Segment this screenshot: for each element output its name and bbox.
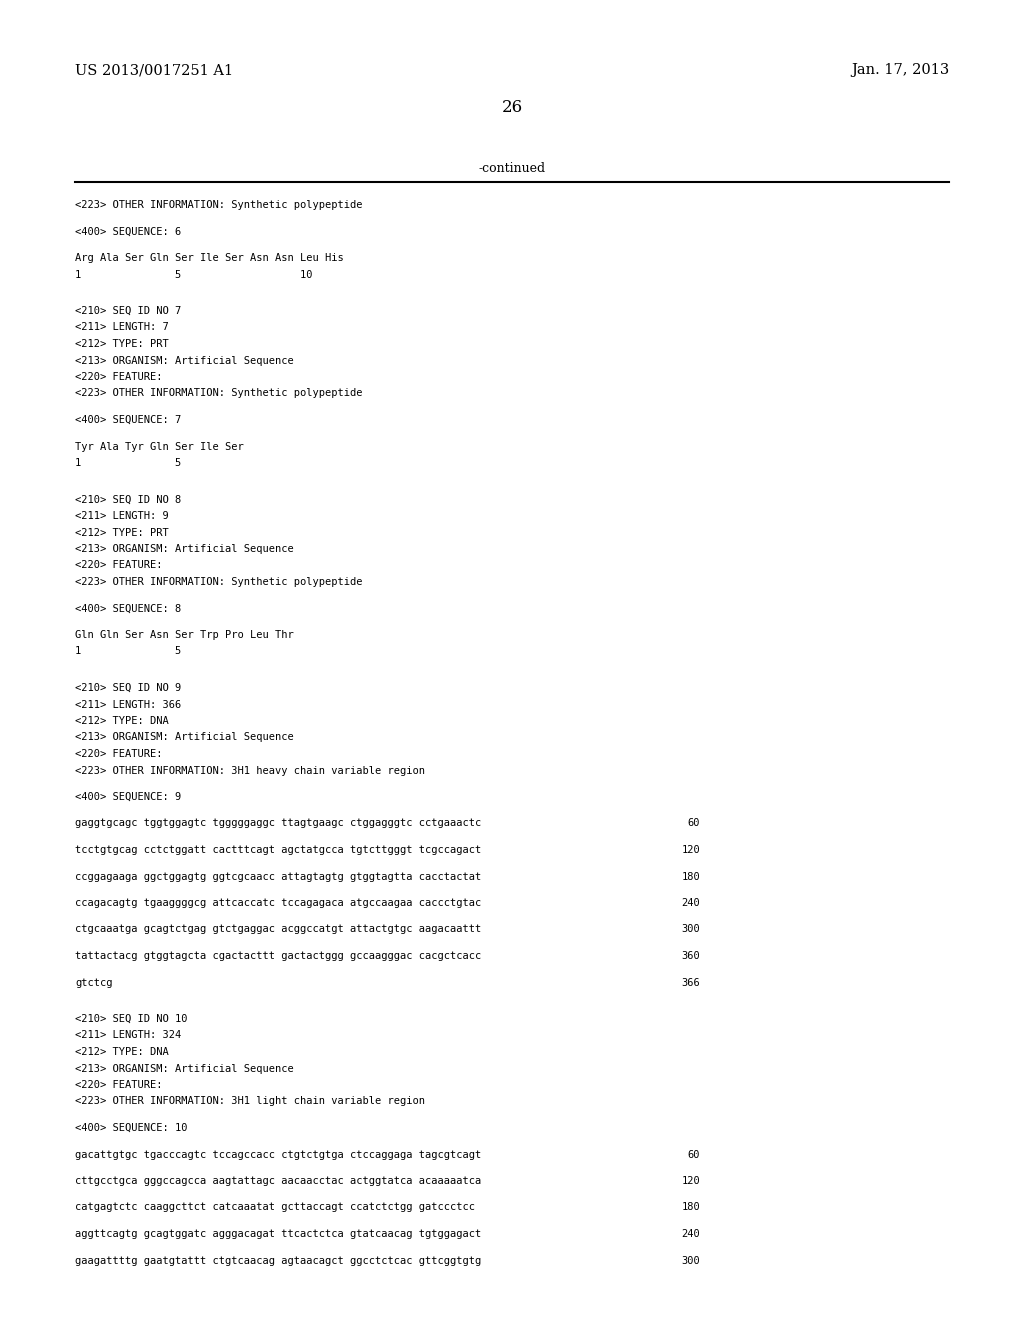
Text: <400> SEQUENCE: 7: <400> SEQUENCE: 7 (75, 414, 181, 425)
Text: 300: 300 (681, 924, 700, 935)
Text: <400> SEQUENCE: 8: <400> SEQUENCE: 8 (75, 603, 181, 614)
Text: <212> TYPE: PRT: <212> TYPE: PRT (75, 528, 169, 537)
Text: <213> ORGANISM: Artificial Sequence: <213> ORGANISM: Artificial Sequence (75, 355, 294, 366)
Text: <220> FEATURE:: <220> FEATURE: (75, 748, 163, 759)
Text: 120: 120 (681, 845, 700, 855)
Text: <220> FEATURE:: <220> FEATURE: (75, 1080, 163, 1090)
Text: Gln Gln Ser Asn Ser Trp Pro Leu Thr: Gln Gln Ser Asn Ser Trp Pro Leu Thr (75, 630, 294, 640)
Text: <400> SEQUENCE: 10: <400> SEQUENCE: 10 (75, 1123, 187, 1133)
Text: <211> LENGTH: 9: <211> LENGTH: 9 (75, 511, 169, 521)
Text: ccagacagtg tgaaggggcg attcaccatc tccagagaca atgccaagaa caccctgtac: ccagacagtg tgaaggggcg attcaccatc tccagag… (75, 898, 481, 908)
Text: 240: 240 (681, 898, 700, 908)
Text: 360: 360 (681, 950, 700, 961)
Text: <223> OTHER INFORMATION: Synthetic polypeptide: <223> OTHER INFORMATION: Synthetic polyp… (75, 388, 362, 399)
Text: ctgcaaatga gcagtctgag gtctgaggac acggccatgt attactgtgc aagacaattt: ctgcaaatga gcagtctgag gtctgaggac acggcca… (75, 924, 481, 935)
Text: 120: 120 (681, 1176, 700, 1185)
Text: Tyr Ala Tyr Gln Ser Ile Ser: Tyr Ala Tyr Gln Ser Ile Ser (75, 441, 244, 451)
Text: cttgcctgca gggccagcca aagtattagc aacaacctac actggtatca acaaaaatca: cttgcctgca gggccagcca aagtattagc aacaacc… (75, 1176, 481, 1185)
Text: <213> ORGANISM: Artificial Sequence: <213> ORGANISM: Artificial Sequence (75, 544, 294, 554)
Text: <220> FEATURE:: <220> FEATURE: (75, 561, 163, 570)
Text: gtctcg: gtctcg (75, 978, 113, 987)
Text: <212> TYPE: DNA: <212> TYPE: DNA (75, 715, 169, 726)
Text: gaggtgcagc tggtggagtc tgggggaggc ttagtgaagc ctggagggtc cctgaaactc: gaggtgcagc tggtggagtc tgggggaggc ttagtga… (75, 818, 481, 829)
Text: 180: 180 (681, 871, 700, 882)
Text: 26: 26 (502, 99, 522, 116)
Text: aggttcagtg gcagtggatc agggacagat ttcactctca gtatcaacag tgtggagact: aggttcagtg gcagtggatc agggacagat ttcactc… (75, 1229, 481, 1239)
Text: 300: 300 (681, 1255, 700, 1266)
Text: <400> SEQUENCE: 6: <400> SEQUENCE: 6 (75, 227, 181, 236)
Text: <210> SEQ ID NO 8: <210> SEQ ID NO 8 (75, 495, 181, 504)
Text: <223> OTHER INFORMATION: 3H1 heavy chain variable region: <223> OTHER INFORMATION: 3H1 heavy chain… (75, 766, 425, 776)
Text: catgagtctc caaggcttct catcaaatat gcttaccagt ccatctctgg gatccctcc: catgagtctc caaggcttct catcaaatat gcttacc… (75, 1203, 475, 1213)
Text: Jan. 17, 2013: Jan. 17, 2013 (851, 63, 949, 77)
Text: <210> SEQ ID NO 7: <210> SEQ ID NO 7 (75, 306, 181, 315)
Text: <211> LENGTH: 366: <211> LENGTH: 366 (75, 700, 181, 710)
Text: 60: 60 (687, 818, 700, 829)
Text: 1               5: 1 5 (75, 458, 181, 469)
Text: <223> OTHER INFORMATION: 3H1 light chain variable region: <223> OTHER INFORMATION: 3H1 light chain… (75, 1097, 425, 1106)
Text: gaagattttg gaatgtattt ctgtcaacag agtaacagct ggcctctcac gttcggtgtg: gaagattttg gaatgtattt ctgtcaacag agtaaca… (75, 1255, 481, 1266)
Text: gacattgtgc tgacccagtc tccagccacc ctgtctgtga ctccaggaga tagcgtcagt: gacattgtgc tgacccagtc tccagccacc ctgtctg… (75, 1150, 481, 1159)
Text: <212> TYPE: PRT: <212> TYPE: PRT (75, 339, 169, 348)
Text: <211> LENGTH: 324: <211> LENGTH: 324 (75, 1031, 181, 1040)
Text: <223> OTHER INFORMATION: Synthetic polypeptide: <223> OTHER INFORMATION: Synthetic polyp… (75, 577, 362, 587)
Text: 1               5                   10: 1 5 10 (75, 269, 312, 280)
Text: <223> OTHER INFORMATION: Synthetic polypeptide: <223> OTHER INFORMATION: Synthetic polyp… (75, 201, 362, 210)
Text: <210> SEQ ID NO 9: <210> SEQ ID NO 9 (75, 682, 181, 693)
Text: <212> TYPE: DNA: <212> TYPE: DNA (75, 1047, 169, 1057)
Text: 240: 240 (681, 1229, 700, 1239)
Text: <211> LENGTH: 7: <211> LENGTH: 7 (75, 322, 169, 333)
Text: ccggagaaga ggctggagtg ggtcgcaacc attagtagtg gtggtagtta cacctactat: ccggagaaga ggctggagtg ggtcgcaacc attagta… (75, 871, 481, 882)
Text: 60: 60 (687, 1150, 700, 1159)
Text: -continued: -continued (478, 161, 546, 174)
Text: <210> SEQ ID NO 10: <210> SEQ ID NO 10 (75, 1014, 187, 1024)
Text: US 2013/0017251 A1: US 2013/0017251 A1 (75, 63, 233, 77)
Text: <220> FEATURE:: <220> FEATURE: (75, 372, 163, 381)
Text: 180: 180 (681, 1203, 700, 1213)
Text: 366: 366 (681, 978, 700, 987)
Text: Arg Ala Ser Gln Ser Ile Ser Asn Asn Leu His: Arg Ala Ser Gln Ser Ile Ser Asn Asn Leu … (75, 253, 344, 263)
Text: tattactacg gtggtagcta cgactacttt gactactggg gccaagggac cacgctcacc: tattactacg gtggtagcta cgactacttt gactact… (75, 950, 481, 961)
Text: <400> SEQUENCE: 9: <400> SEQUENCE: 9 (75, 792, 181, 803)
Text: tcctgtgcag cctctggatt cactttcagt agctatgcca tgtcttgggt tcgccagact: tcctgtgcag cctctggatt cactttcagt agctatg… (75, 845, 481, 855)
Text: <213> ORGANISM: Artificial Sequence: <213> ORGANISM: Artificial Sequence (75, 1064, 294, 1073)
Text: <213> ORGANISM: Artificial Sequence: <213> ORGANISM: Artificial Sequence (75, 733, 294, 742)
Text: 1               5: 1 5 (75, 647, 181, 656)
